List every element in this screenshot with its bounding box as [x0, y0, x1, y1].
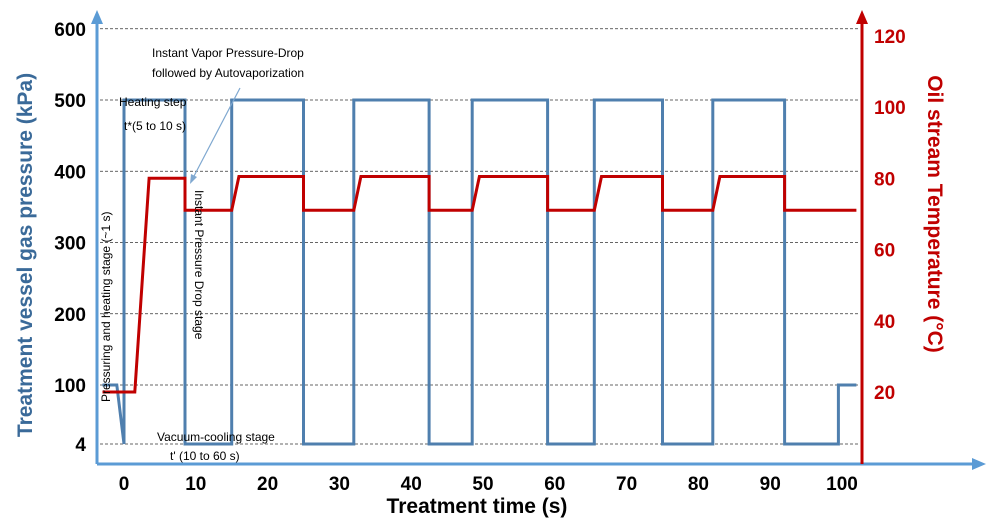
x-axis-title: Treatment time (s) [387, 495, 568, 518]
annotations: Instant Vapor Pressure-Drop followed by … [99, 46, 304, 463]
y-right-tick-label: 20 [874, 383, 895, 404]
y-left-tick-label: 200 [54, 305, 86, 326]
x-tick-label: 20 [257, 474, 278, 495]
x-axis-arrow [972, 458, 986, 470]
series-layer [102, 98, 857, 446]
temperature-series-line [102, 175, 857, 394]
y-right-tick-label: 60 [874, 241, 895, 262]
x-tick-label: 10 [185, 474, 206, 495]
x-tick-label: 40 [401, 474, 422, 495]
y-right-tick-label: 120 [874, 27, 906, 48]
y-left-tick-label: 4 [75, 435, 86, 456]
x-tick-label: 80 [688, 474, 709, 495]
vapor-annotation-line1: Instant Vapor Pressure-Drop [152, 46, 304, 60]
left-y-axis-arrow [91, 10, 103, 24]
y-right-tick-label: 80 [874, 169, 895, 190]
right-y-axis-arrow [856, 10, 868, 24]
vapor-annotation-line2: followed by Autovaporization [152, 66, 304, 80]
x-tick-label: 30 [329, 474, 350, 495]
x-tick-label: 70 [616, 474, 637, 495]
y-left-tick-label: 400 [54, 162, 86, 183]
right-axis-ticks: 20 40 60 80 100 120 [874, 27, 906, 404]
y-left-tick-label: 100 [54, 376, 86, 397]
heating-step-label: Heating step [119, 95, 187, 109]
y-right-tick-label: 40 [874, 312, 895, 333]
x-tick-label: 0 [119, 474, 130, 495]
heating-time-label: t*(5 to 10 s) [124, 119, 186, 133]
vacuum-time-label: t' (10 to 60 s) [170, 449, 240, 463]
y-left-tick-label: 300 [54, 234, 86, 255]
x-tick-label: 100 [826, 474, 858, 495]
left-axis-ticks: 4 100 200 300 400 500 600 [54, 20, 86, 456]
x-axis-ticks: 0 10 20 30 40 50 60 70 80 90 100 [119, 474, 858, 495]
x-tick-label: 50 [472, 474, 493, 495]
pressuring-stage-label: Pressuring and heating stage (~1 s) [99, 212, 113, 402]
vacuum-stage-label: Vacuum-cooling stage [157, 430, 275, 444]
instant-drop-stage-label: Instant Pressure Drop stage [192, 190, 206, 340]
y-right-tick-label: 100 [874, 98, 906, 119]
left-axis-title: Treatment vessel gas pressure (kPa) [14, 73, 37, 437]
pressure-series-line [102, 98, 857, 446]
x-tick-label: 90 [760, 474, 781, 495]
right-axis-title: Oil stream Temperature (°C) [923, 75, 946, 353]
axes [91, 10, 986, 470]
y-left-tick-label: 500 [54, 91, 86, 112]
vapor-callout-line [192, 87, 241, 179]
y-left-tick-label: 600 [54, 20, 86, 41]
x-tick-label: 60 [544, 474, 565, 495]
vapor-callout-arrow [190, 174, 197, 184]
grid-lines [100, 28, 860, 445]
